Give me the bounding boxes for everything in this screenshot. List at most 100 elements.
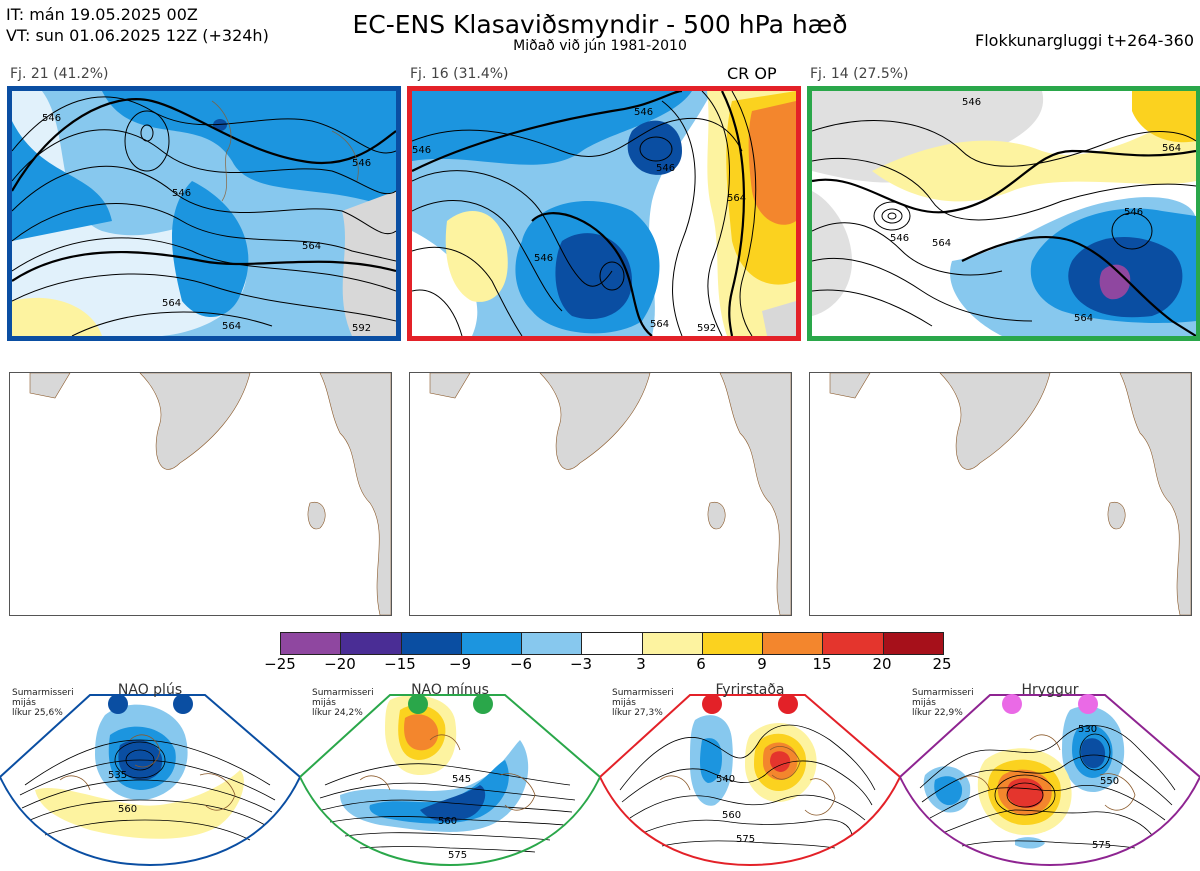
regime-nao-plus-map: 535 560 (0, 694, 300, 867)
cluster-3-contour-label-5: 564 (1074, 313, 1093, 324)
empty-map-3 (809, 372, 1192, 616)
regime-nao-minus-label-1: 545 (452, 774, 471, 785)
colorbar-swatch (763, 633, 824, 654)
colorbar-swatch (702, 633, 764, 654)
cluster-3-map[interactable]: 546 546 546 564 564 564 (807, 86, 1200, 341)
header-info: IT: mán 19.05.2025 00Z VT: sun 01.06.202… (6, 4, 269, 46)
cluster-3-contour-label-6: 564 (1162, 143, 1181, 154)
cluster-3-contour-label-1: 546 (962, 97, 981, 108)
regime-nao-minus-stats: Sumarmisseri mijás líkur 24,2% (312, 688, 374, 718)
regime-ridge-label-3: 575 (1092, 840, 1111, 851)
valid-time: VT: sun 01.06.2025 12Z (+324h) (6, 26, 269, 45)
cluster-3-map-graphic: 546 546 546 564 564 564 (812, 91, 1196, 336)
cluster-2-contour-label-2: 546 (634, 107, 653, 118)
cluster-1-label: Fj. 21 (41.2%) (10, 66, 109, 82)
empty-map-2-land (429, 373, 791, 615)
cluster-2-contour-label-1: 546 (412, 145, 431, 156)
colorbar-tick: −20 (324, 655, 356, 673)
colorbar (280, 632, 944, 655)
cluster-1-map[interactable]: 546 546 546 564 564 564 592 (7, 86, 401, 341)
regime-nao-minus-label-3: 575 (448, 850, 467, 861)
control-operational-tag: CR OP (727, 64, 777, 83)
colorbar-tick: −15 (384, 655, 416, 673)
colorbar-ticks: −25 −20 −15 −9 −6 −3 3 6 9 15 20 25 (262, 655, 962, 673)
cluster-2-map[interactable]: 546 546 546 546 564 564 592 (407, 86, 801, 341)
colorbar-tick: 3 (636, 655, 646, 673)
regime-ridge-name: Hryggur (1021, 682, 1079, 698)
cluster-2-contour-label-7: 592 (697, 323, 716, 334)
colorbar-swatch (642, 633, 703, 654)
regime-nao-minus[interactable]: 545 560 575 NAO mínus Sumarmisseri mijás… (300, 680, 600, 870)
regime-nao-minus-period: mijás (312, 698, 336, 708)
regime-nao-plus-period: mijás (12, 698, 36, 708)
colorbar-tick: 20 (872, 655, 892, 673)
regime-ridge-season: Sumarmisseri (912, 688, 974, 698)
regime-blocking-label-2: 560 (722, 810, 741, 821)
colorbar-tick: −25 (264, 655, 296, 673)
regime-blocking-label-1: 540 (716, 774, 735, 785)
regime-nao-plus-stats: Sumarmisseri mijás líkur 25,6% (12, 688, 74, 718)
colorbar-swatch (582, 633, 643, 654)
colorbar-tick: 15 (812, 655, 832, 673)
regime-blocking-map: 540 560 575 (600, 694, 900, 867)
regime-nao-minus-name: NAO mínus (411, 682, 489, 698)
cluster-3-label: Fj. 14 (27.5%) (810, 66, 909, 82)
regime-ridge-label-1: 530 (1078, 724, 1097, 735)
regime-blocking-period: mijás (612, 698, 636, 708)
regime-nao-minus-probability: líkur 24,2% (312, 708, 363, 718)
cluster-3-contour-label-3: 546 (890, 233, 909, 244)
regime-ridge-map: 530 550 575 (900, 694, 1200, 867)
regime-blocking-label-3: 575 (736, 834, 755, 845)
regime-nao-plus-name: NAO plús (117, 682, 183, 698)
cluster-2-contour-label-3: 546 (656, 163, 675, 174)
page-title: EC-ENS Klasaviðsmyndir - 500 hPa hæð (352, 10, 848, 39)
cluster-1-contour-label-3: 546 (352, 158, 371, 169)
regime-ridge-stats: Sumarmisseri mijás líkur 22,9% (912, 688, 974, 718)
regime-nao-plus-label-2: 560 (118, 804, 137, 815)
cluster-1-map-graphic: 546 546 546 564 564 564 592 (12, 91, 396, 336)
cluster-1-contour-label-7: 592 (352, 323, 371, 334)
classification-window: Flokkunargluggi t+264-360 (975, 31, 1194, 50)
regime-ridge[interactable]: 530 550 575 Hryggur Sumarmisseri mijás l… (900, 680, 1200, 870)
colorbar-tick: −6 (509, 655, 533, 673)
cluster-1-contour-label-1: 546 (42, 113, 61, 124)
empty-map-2 (409, 372, 792, 616)
regime-nao-minus-label-2: 560 (438, 816, 457, 827)
page-subtitle: Miðað við jún 1981-2010 (513, 38, 687, 54)
regime-ridge-label-2: 550 (1100, 776, 1119, 787)
cluster-1-contour-label-5: 564 (162, 298, 181, 309)
regime-ridge-probability: líkur 22,9% (912, 708, 963, 718)
colorbar-tick: −3 (569, 655, 593, 673)
regime-blocking-name: Fyrirstaða (715, 682, 785, 698)
regime-nao-plus-season: Sumarmisseri (12, 688, 74, 698)
regime-nao-minus-season: Sumarmisseri (312, 688, 374, 698)
initial-time: IT: mán 19.05.2025 00Z (6, 5, 198, 24)
colorbar-swatch (522, 633, 583, 654)
colorbar-swatch (883, 633, 943, 654)
cluster-3-contour-label-4: 564 (932, 238, 951, 249)
colorbar-tick: −9 (448, 655, 472, 673)
cluster-1-contour-label-4: 564 (302, 241, 321, 252)
cluster-1-contour-label-6: 564 (222, 321, 241, 332)
empty-map-1-land (29, 373, 391, 615)
regime-blocking[interactable]: 540 560 575 Fyrirstaða Sumarmisseri mijá… (600, 680, 900, 870)
colorbar-swatch (401, 633, 462, 654)
cluster-3-contour-label-2: 546 (1124, 207, 1143, 218)
regime-blocking-stats: Sumarmisseri mijás líkur 27,3% (612, 688, 674, 718)
colorbar-swatch (823, 633, 884, 654)
empty-map-1 (9, 372, 392, 616)
colorbar-tick: 25 (932, 655, 952, 673)
regime-nao-plus[interactable]: 535 560 NAO plús Sumarmisseri mijás líku… (0, 680, 300, 870)
empty-map-3-land (829, 373, 1191, 615)
cluster-2-contour-label-6: 564 (650, 319, 669, 330)
regime-nao-minus-map: 545 560 575 (300, 694, 600, 867)
cluster-1-contour-label-2: 546 (172, 188, 191, 199)
regime-nao-plus-probability: líkur 25,6% (12, 708, 63, 718)
colorbar-swatch (341, 633, 402, 654)
cluster-2-contour-label-4: 546 (534, 253, 553, 264)
colorbar-swatch (281, 633, 342, 654)
cluster-2-label: Fj. 16 (31.4%) (410, 66, 509, 82)
colorbar-tick: 9 (757, 655, 767, 673)
cluster-2-contour-label-5: 564 (727, 193, 746, 204)
regime-blocking-probability: líkur 27,3% (612, 708, 663, 718)
